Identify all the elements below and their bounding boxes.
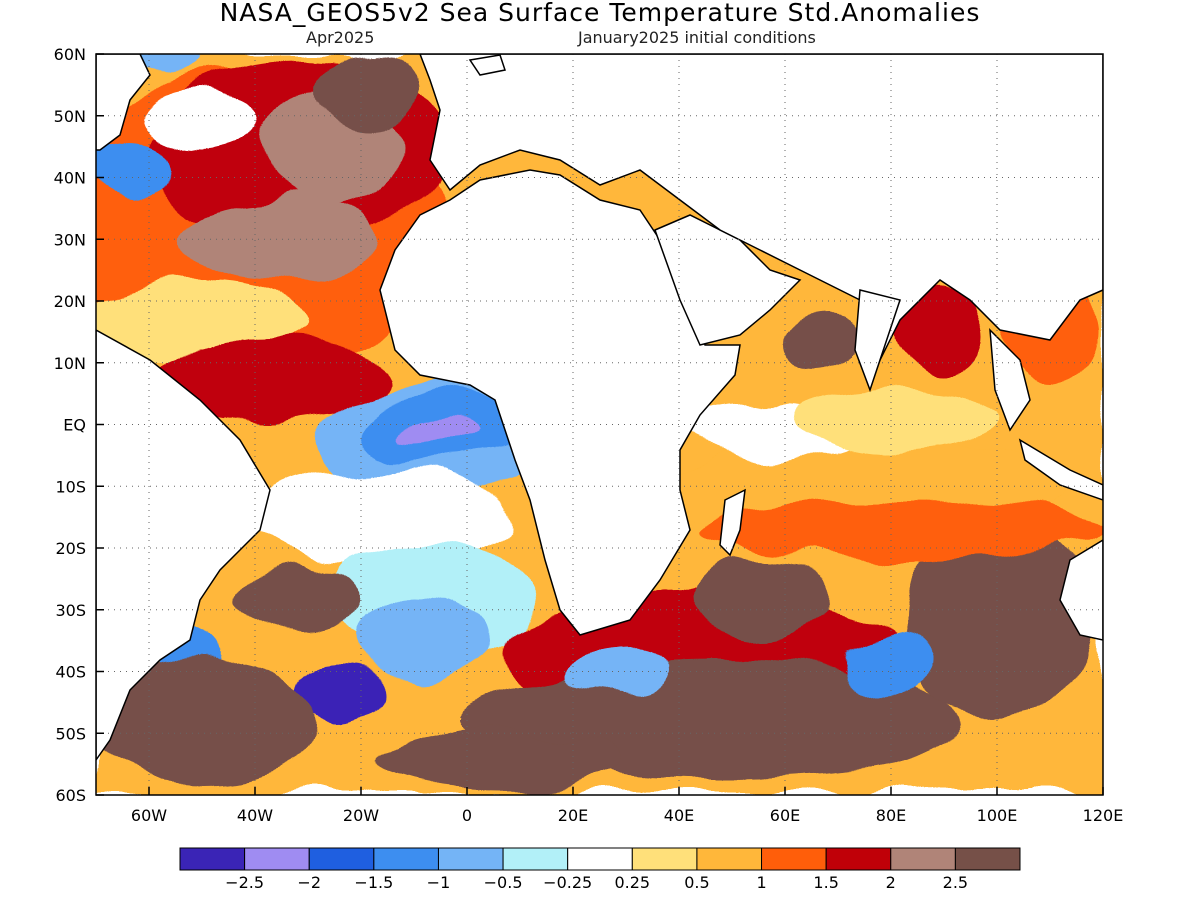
colorbar-label: −1.5 (354, 873, 393, 892)
colorbar-swatch (502, 847, 569, 871)
colorbar-label: 2 (886, 873, 896, 892)
colorbar-swatch (567, 847, 633, 871)
se-asia (989, 328, 1031, 432)
lon-label: 60W (131, 806, 167, 825)
eurasia (419, 54, 1103, 362)
lon-label: 40W (237, 806, 273, 825)
lat-label: 10S (55, 477, 86, 496)
colorbar-swatch (954, 847, 1021, 871)
lon-label: 100E (977, 806, 1018, 825)
lat-label: 30S (55, 601, 86, 620)
forecast-month: Apr2025 (306, 28, 375, 47)
lat-label: 20N (54, 292, 86, 311)
lon-label: 80E (876, 806, 906, 825)
colorbar-swatch (437, 847, 504, 871)
lon-label: 20W (343, 806, 379, 825)
colorbar-swatch (825, 847, 892, 871)
lat-label: 60N (54, 45, 86, 64)
colorbar-swatch (244, 847, 310, 871)
colorbar-swatch (696, 847, 763, 871)
land-masses (96, 54, 1103, 762)
lat-label: 40N (54, 169, 86, 188)
india (854, 289, 901, 393)
lon-label: 60E (770, 806, 800, 825)
lat-label: 30N (54, 230, 86, 249)
colorbar-label: −0.25 (543, 873, 592, 892)
colorbar-label: −0.5 (484, 873, 523, 892)
colorbar-label: 1 (756, 873, 766, 892)
lat-label: 50N (54, 107, 86, 126)
map-title: NASA_GEOS5v2 Sea Surface Temperature Std… (219, 0, 981, 27)
colorbar-swatch (890, 847, 956, 871)
lat-label: 10N (54, 354, 86, 373)
colorbar-label: −2.5 (225, 873, 264, 892)
longitude-axis: 60W 40W 20W 0 20E 40E 60E 80E 100E 120E (131, 787, 1123, 825)
africa (379, 169, 741, 636)
colorbar-swatch (761, 847, 827, 871)
lon-label: 120E (1083, 806, 1124, 825)
lat-label: EQ (63, 416, 86, 435)
lat-label: 20S (55, 539, 86, 558)
lat-label: 50S (55, 724, 86, 743)
australia (1059, 539, 1103, 641)
colorbar-swatch (373, 847, 439, 871)
colorbar-swatch (308, 847, 375, 871)
colorbar-label: 1.5 (813, 873, 838, 892)
colorbar-label: −2 (297, 873, 321, 892)
indonesia (1018, 438, 1103, 501)
colorbar-legend: −2.5 −2 −1.5 −1 −0.5 −0.25 0.25 0.5 1 1.5 2 2.5 (179, 847, 1021, 892)
colorbar-label: 2.5 (943, 873, 968, 892)
latitude-axis: 60N 50N 40N 30N 20N 10N EQ 10S 20S 30S 40S 50S 60S (54, 45, 104, 805)
colorbar-swatch (631, 847, 698, 871)
colorbar-label: 0.25 (614, 873, 650, 892)
colorbar-label: −1 (427, 873, 451, 892)
lon-label: 40E (664, 806, 694, 825)
lat-label: 40S (55, 663, 86, 682)
lon-label: 0 (462, 806, 472, 825)
lon-label: 20E (558, 806, 588, 825)
colorbar-label: 0.5 (684, 873, 709, 892)
iceland (468, 54, 506, 76)
initial-conditions: January2025 initial conditions (578, 28, 816, 47)
lat-label: 60S (55, 786, 86, 805)
madagascar (719, 488, 746, 557)
colorbar-swatch (179, 847, 246, 871)
south-america (96, 329, 271, 762)
